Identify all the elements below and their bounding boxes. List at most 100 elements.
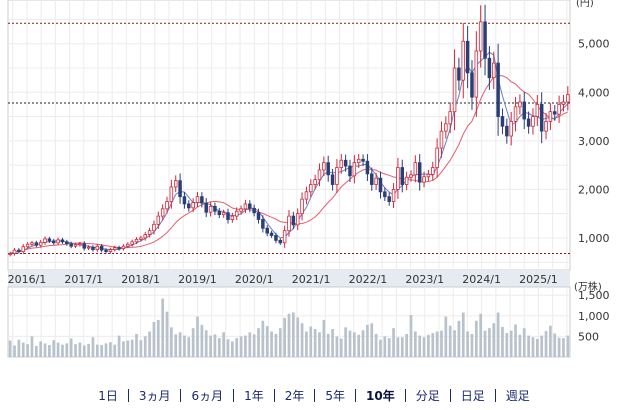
candle-body	[143, 234, 147, 239]
volume-bar	[440, 330, 443, 357]
volume-bar	[217, 338, 221, 357]
candle-body	[208, 205, 213, 213]
candle-body	[361, 158, 365, 162]
volume-bar	[492, 323, 496, 357]
period-2y[interactable]: 2年	[284, 388, 305, 403]
period-5y[interactable]: 5年	[325, 388, 346, 403]
candle-body	[474, 50, 479, 98]
volume-bar	[435, 331, 439, 357]
axis-labels: 2016/1 2017/1 2018/1 2019/1 2020/1 2021/1 2022…	[8, 0, 610, 343]
candle-body	[309, 184, 313, 193]
candle-body	[470, 72, 474, 98]
candle-body	[404, 176, 409, 185]
volume-bar	[126, 340, 130, 357]
period-minute[interactable]: 分足	[415, 388, 440, 403]
period-6m[interactable]: 6ヵ月	[191, 388, 224, 403]
period-separator	[449, 388, 451, 402]
volume-bar	[191, 328, 195, 357]
volume-bar	[178, 332, 182, 357]
volume-bar	[322, 319, 326, 357]
volume-bar	[566, 335, 570, 357]
volume-bar	[405, 333, 408, 357]
candle-body	[426, 173, 431, 178]
volume-bar	[344, 327, 347, 357]
candle-body	[374, 177, 378, 185]
candle-body	[95, 245, 100, 251]
x-tick-label: 2022/1	[349, 273, 388, 286]
volume-bar	[239, 336, 243, 357]
candle-body	[300, 198, 304, 215]
volume-bar	[296, 317, 300, 357]
volume-bar	[130, 339, 134, 357]
volume-bar	[91, 337, 95, 357]
candle-body	[287, 215, 291, 232]
candle-body	[239, 208, 243, 212]
period-separator	[404, 388, 406, 402]
candle-body	[383, 191, 387, 198]
period-daily[interactable]: 日足	[460, 388, 485, 403]
x-tick-label: 2021/1	[292, 273, 331, 286]
volume-bar	[21, 342, 25, 357]
volume-tick-label: 1,000	[578, 310, 610, 323]
candle-body	[365, 160, 370, 175]
candle-body	[182, 196, 187, 205]
period-10y[interactable]: 10年	[366, 388, 395, 403]
volume-bar	[65, 343, 69, 357]
candle-body	[73, 244, 78, 247]
volume-bar	[109, 342, 112, 357]
candle-body	[248, 203, 252, 209]
period-3m[interactable]: 3ヵ月	[138, 388, 171, 403]
candle-body	[21, 246, 25, 252]
volume-tick-label: 500	[578, 330, 599, 343]
candle-body	[117, 247, 121, 250]
volume-bar	[444, 316, 448, 357]
candle-body	[230, 215, 235, 220]
volume-bar	[87, 343, 90, 357]
volume-bar	[488, 328, 491, 357]
volume-bar	[470, 333, 474, 357]
candle-body	[330, 174, 335, 185]
volume-bar	[501, 326, 504, 357]
candle-body	[112, 247, 117, 251]
candle-body	[417, 162, 422, 183]
volume-bar	[183, 335, 186, 357]
y-tick-label: 1,000	[578, 232, 610, 245]
volume-bar	[339, 338, 343, 357]
period-1d[interactable]: 1日	[98, 388, 118, 403]
volume-bar	[466, 331, 469, 357]
candle-body	[513, 106, 518, 122]
candle-body	[152, 223, 156, 232]
volume-bar	[557, 337, 561, 357]
candlesticks	[8, 4, 570, 257]
candle-body	[544, 121, 548, 132]
volume-bar	[305, 331, 308, 357]
candle-body	[339, 159, 344, 168]
volume-bar	[69, 338, 73, 357]
candle-body	[322, 162, 326, 171]
volume-bar	[34, 345, 38, 357]
candle-body	[400, 167, 405, 185]
volume-bar	[56, 342, 60, 357]
period-1y[interactable]: 1年	[244, 388, 264, 403]
candle-body	[25, 243, 30, 248]
volume-bar	[82, 345, 86, 357]
candle-body	[104, 249, 108, 252]
candle-body	[191, 202, 195, 209]
candle-body	[252, 207, 256, 214]
candle-body	[34, 242, 39, 246]
candle-body	[492, 62, 496, 79]
volume-bar	[52, 340, 56, 357]
candle-body	[60, 239, 65, 243]
volume-bar	[148, 331, 151, 357]
candle-body	[422, 176, 426, 183]
candle-body	[461, 40, 466, 81]
candle-body	[326, 162, 330, 176]
period-weekly[interactable]: 週足	[505, 388, 530, 403]
volume-bar	[235, 338, 239, 357]
volume-bar	[231, 341, 234, 357]
volume-bar	[518, 334, 522, 357]
candle-body	[134, 239, 139, 243]
candle-body	[531, 116, 535, 127]
period-separator	[273, 388, 275, 402]
volume-bar	[553, 333, 557, 357]
